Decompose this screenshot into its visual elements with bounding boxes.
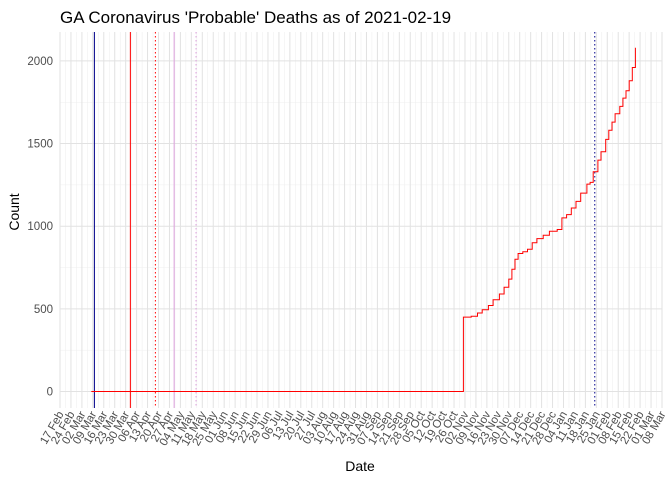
- chart-title: GA Coronavirus 'Probable' Deaths as of 2…: [60, 8, 451, 27]
- y-axis-title: Count: [6, 193, 22, 230]
- grid: [59, 32, 663, 408]
- series-line: [91, 47, 636, 392]
- x-axis-title: Date: [345, 458, 375, 474]
- y-tick-label: 2000: [27, 56, 53, 68]
- y-tick-label: 1500: [27, 139, 53, 151]
- reference-lines: [93, 32, 596, 408]
- y-axis-ticks: 0 500 1000 1500 2000: [27, 56, 53, 399]
- series-layer: [91, 47, 636, 392]
- y-tick-label: 1000: [27, 221, 53, 233]
- y-tick-label: 500: [34, 304, 53, 316]
- y-tick-label: 0: [47, 386, 53, 398]
